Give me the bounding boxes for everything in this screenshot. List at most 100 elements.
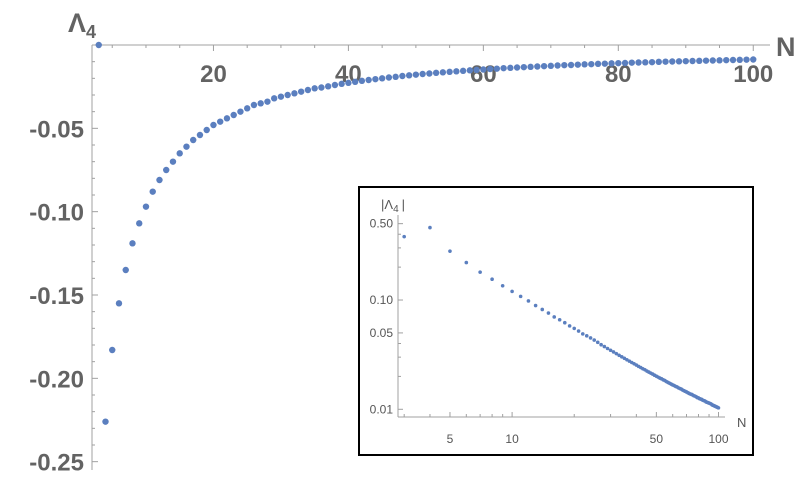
inset-data-point (617, 353, 621, 358)
main-data-point (459, 67, 467, 75)
main-data-point (540, 62, 548, 70)
main-data-point (372, 75, 379, 83)
main-data-point (149, 188, 156, 195)
main-data-point (115, 300, 123, 307)
main-data-point (297, 88, 305, 95)
main-y-tick-label: -0.20 (29, 366, 84, 393)
main-data-point (257, 100, 264, 107)
main-y-tick-label: -0.25 (29, 450, 84, 477)
main-data-point (453, 68, 460, 75)
main-data-point (365, 76, 372, 84)
main-data-point (527, 63, 534, 71)
main-data-point (217, 118, 224, 125)
main-data-point (669, 58, 676, 65)
inset-data-point (576, 329, 581, 333)
main-data-point (561, 61, 568, 69)
main-data-point (250, 101, 258, 109)
main-data-point (736, 56, 743, 64)
inset-data-point (428, 225, 432, 230)
main-data-point (176, 150, 183, 157)
main-data-point (345, 79, 352, 87)
main-data-point (284, 91, 291, 99)
main-data-point (237, 108, 244, 115)
inset-data-point (572, 326, 577, 331)
main-data-point (621, 59, 629, 67)
main-x-tick-label: 60 (470, 61, 497, 88)
main-data-point (277, 93, 285, 100)
inset-data-point (510, 289, 514, 294)
main-data-point (183, 143, 190, 150)
inset-data-point (562, 320, 567, 325)
inset-y-tick-label: 0.10 (370, 293, 394, 307)
main-data-point (102, 418, 109, 425)
main-data-point (412, 71, 420, 78)
main-data-point (156, 176, 163, 184)
main-data-point (351, 78, 359, 86)
main-data-point (419, 70, 426, 78)
inset-y-axis-label: |Λ4 | (381, 197, 405, 215)
main-data-point (696, 57, 703, 65)
inset-data-point (614, 351, 619, 356)
main-y-axis-label: Λ4 (68, 8, 96, 42)
inset-data-point (557, 317, 562, 322)
main-data-point (243, 105, 251, 112)
inset-data-point (500, 283, 505, 288)
inset-data-point (588, 336, 593, 340)
main-data-point (122, 266, 129, 274)
inset-frame (358, 186, 754, 456)
inset-data-point (580, 332, 585, 336)
main-data-point (534, 63, 541, 70)
inset-data-point (608, 348, 613, 353)
main-data-point (574, 61, 582, 68)
main-data-point (196, 131, 204, 139)
main-data-point (500, 64, 507, 72)
main-data-point (405, 72, 413, 79)
inset-y-tick-label: 0.50 (370, 217, 394, 231)
inset-data-point (448, 249, 452, 253)
main-data-point (203, 126, 210, 134)
inset-data-point (552, 315, 557, 319)
inset-data-point (592, 338, 597, 342)
main-data-point (675, 58, 683, 65)
main-data-point (520, 63, 528, 71)
main-data-point (399, 72, 406, 80)
main-data-point (432, 69, 440, 77)
main-data-point (223, 115, 231, 122)
inset-chart: 5 10 50 100 0.50 0.10 0.05 0.01 |Λ4 | N (358, 186, 754, 456)
main-data-point (446, 68, 453, 76)
main-data-point (95, 41, 102, 49)
main-data-point (210, 121, 217, 129)
inset-data-point (533, 303, 538, 308)
main-x-tick-label: 100 (733, 61, 773, 88)
inset-y-tick-label: 0.05 (370, 326, 394, 340)
main-data-point (723, 56, 730, 64)
main-data-point (608, 60, 615, 67)
main-data-point (628, 59, 635, 66)
inset-data-point (478, 270, 482, 274)
main-data-point (716, 57, 723, 64)
inset-x-tick-label: 10 (505, 432, 519, 446)
main-data-point (264, 98, 271, 105)
inset-data-point (584, 334, 589, 338)
inset-data-point (402, 234, 406, 239)
inset-tick-labels: 5 10 50 100 0.50 0.10 0.05 0.01 (370, 217, 729, 446)
main-data-point (426, 70, 433, 77)
main-data-point (270, 95, 278, 102)
inset-ticks (398, 223, 719, 417)
main-tick-labels: 20 40 60 80 100-0.05-0.10-0.15-0.20-0.25 (29, 61, 773, 477)
main-data-point (136, 220, 143, 227)
main-data-point (190, 136, 197, 144)
main-data-point (142, 203, 150, 210)
main-data-point (311, 85, 318, 92)
main-data-point (230, 111, 237, 119)
main-data-point (581, 61, 588, 68)
main-x-tick-label: 20 (200, 61, 227, 88)
main-data-point (385, 74, 393, 81)
main-data-point (554, 62, 561, 69)
main-data-point (682, 57, 689, 65)
main-data-point (588, 60, 595, 68)
inset-data-point (490, 277, 494, 282)
main-data-point (318, 84, 325, 91)
main-data-point (466, 67, 474, 74)
